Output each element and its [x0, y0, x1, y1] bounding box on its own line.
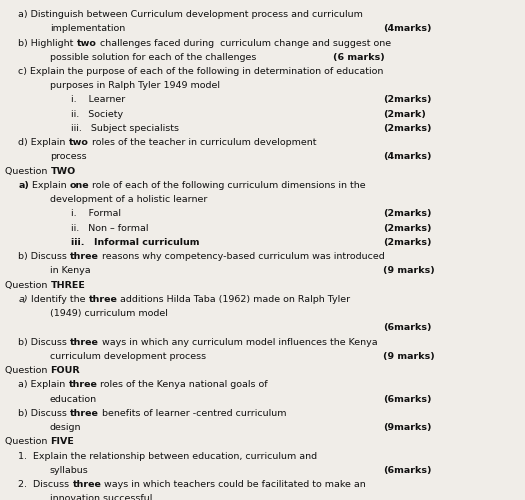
Text: 1.  Explain the relationship between education, curriculum and: 1. Explain the relationship between educ…	[18, 452, 318, 460]
Text: three: three	[70, 409, 99, 418]
Text: two: two	[77, 38, 97, 48]
Text: Question: Question	[5, 166, 50, 175]
Text: three: three	[69, 380, 98, 390]
Text: Informal curriculum: Informal curriculum	[94, 238, 200, 247]
Text: benefits of learner -centred curriculum: benefits of learner -centred curriculum	[99, 409, 287, 418]
Text: c) Explain the purpose of each of the following in determination of education: c) Explain the purpose of each of the fo…	[18, 67, 384, 76]
Text: Explain: Explain	[29, 181, 70, 190]
Text: (2marks): (2marks)	[383, 96, 432, 104]
Text: (6marks): (6marks)	[383, 466, 432, 475]
Text: a): a)	[18, 295, 28, 304]
Text: ii.   Society: ii. Society	[71, 110, 123, 118]
Text: development of a holistic learner: development of a holistic learner	[50, 195, 207, 204]
Text: possible solution for each of the challenges: possible solution for each of the challe…	[50, 52, 256, 62]
Text: (2marks): (2marks)	[383, 238, 432, 247]
Text: three: three	[72, 480, 101, 489]
Text: THREE: THREE	[50, 280, 86, 289]
Text: curriculum development process: curriculum development process	[50, 352, 206, 361]
Text: challenges faced during  curriculum change and suggest one: challenges faced during curriculum chang…	[97, 38, 391, 48]
Text: d) Explain: d) Explain	[18, 138, 69, 147]
Text: (2marks): (2marks)	[383, 210, 432, 218]
Text: (2marks): (2marks)	[383, 124, 432, 133]
Text: three: three	[70, 338, 99, 346]
Text: additions Hilda Taba (1962) made on Ralph Tyler: additions Hilda Taba (1962) made on Ralp…	[118, 295, 351, 304]
Text: ii.   Non – formal: ii. Non – formal	[71, 224, 149, 232]
Text: one: one	[70, 181, 89, 190]
Text: iii.: iii.	[71, 238, 94, 247]
Text: b) Discuss: b) Discuss	[18, 252, 70, 261]
Text: (2mark): (2mark)	[383, 110, 426, 118]
Text: Question: Question	[5, 366, 50, 375]
Text: Identify the: Identify the	[28, 295, 89, 304]
Text: innovation successful: innovation successful	[50, 494, 152, 500]
Text: b) Discuss: b) Discuss	[18, 338, 70, 346]
Text: three: three	[89, 295, 118, 304]
Text: three: three	[70, 252, 99, 261]
Text: Question: Question	[5, 280, 50, 289]
Text: FIVE: FIVE	[50, 438, 75, 446]
Text: i.    Formal: i. Formal	[71, 210, 121, 218]
Text: a) Distinguish between Curriculum development process and curriculum: a) Distinguish between Curriculum develo…	[18, 10, 363, 19]
Text: (9 marks): (9 marks)	[383, 266, 435, 276]
Text: (4marks): (4marks)	[383, 24, 432, 33]
Text: b) Discuss: b) Discuss	[18, 409, 70, 418]
Text: (2marks): (2marks)	[383, 224, 432, 232]
Text: iii.   Subject specialists: iii. Subject specialists	[71, 124, 179, 133]
Text: reasons why competency-based curriculum was introduced: reasons why competency-based curriculum …	[99, 252, 385, 261]
Text: (6marks): (6marks)	[383, 324, 432, 332]
Text: (6marks): (6marks)	[383, 394, 432, 404]
Text: (1949) curriculum model: (1949) curriculum model	[50, 309, 168, 318]
Text: Question: Question	[5, 438, 50, 446]
Text: (4marks): (4marks)	[383, 152, 432, 162]
Text: a) Explain: a) Explain	[18, 380, 69, 390]
Text: syllabus: syllabus	[50, 466, 89, 475]
Text: two: two	[69, 138, 89, 147]
Text: 2.  Discuss: 2. Discuss	[18, 480, 72, 489]
Text: role of each of the following curriculum dimensions in the: role of each of the following curriculum…	[89, 181, 366, 190]
Text: design: design	[50, 423, 81, 432]
Text: a): a)	[18, 181, 29, 190]
Text: implementation: implementation	[50, 24, 125, 33]
Text: ways in which teachers could be facilitated to make an: ways in which teachers could be facilita…	[101, 480, 366, 489]
Text: (9marks): (9marks)	[383, 423, 432, 432]
Text: roles of the Kenya national goals of: roles of the Kenya national goals of	[98, 380, 268, 390]
Text: purposes in Ralph Tyler 1949 model: purposes in Ralph Tyler 1949 model	[50, 81, 220, 90]
Text: b) Highlight: b) Highlight	[18, 38, 77, 48]
Text: in Kenya: in Kenya	[50, 266, 90, 276]
Text: process: process	[50, 152, 87, 162]
Text: ways in which any curriculum model influences the Kenya: ways in which any curriculum model influ…	[99, 338, 378, 346]
Text: education: education	[50, 394, 97, 404]
Text: TWO: TWO	[50, 166, 76, 175]
Text: FOUR: FOUR	[50, 366, 80, 375]
Text: roles of the teacher in curriculum development: roles of the teacher in curriculum devel…	[89, 138, 316, 147]
Text: (9 marks): (9 marks)	[383, 352, 435, 361]
Text: i.    Learner: i. Learner	[71, 96, 125, 104]
Text: (6 marks): (6 marks)	[333, 52, 385, 62]
